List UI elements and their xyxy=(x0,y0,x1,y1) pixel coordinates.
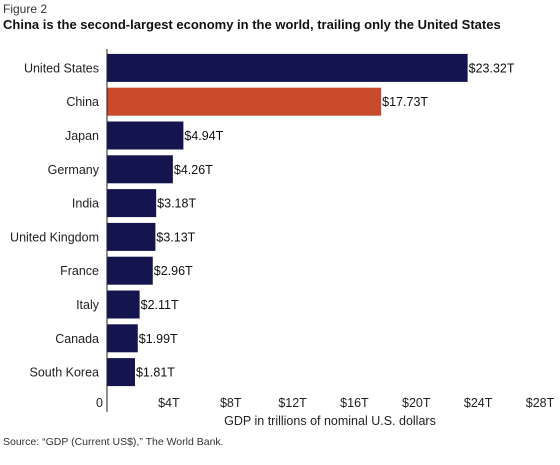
value-label-south-korea: $1.81T xyxy=(136,366,175,380)
category-label-germany: Germany xyxy=(48,163,100,177)
category-label-japan: Japan xyxy=(65,129,99,143)
labels-layer: United States $23.32T China $17.73T Japan $4.… xyxy=(10,61,555,410)
bar-united-kingdom xyxy=(107,222,156,251)
bars-layer xyxy=(107,53,468,387)
category-label-china: China xyxy=(66,95,99,109)
x-tick-label: $4T xyxy=(158,396,180,410)
x-tick-label: 0 xyxy=(96,396,103,410)
x-tick-label: $16T xyxy=(340,396,369,410)
source-note: Source: “GDP (Current US$),” The World B… xyxy=(3,436,224,448)
bar-france xyxy=(107,256,153,285)
category-label-united-kingdom: United Kingdom xyxy=(10,230,99,244)
category-label-canada: Canada xyxy=(55,332,99,346)
x-tick-label: $20T xyxy=(402,396,431,410)
bar-united-states xyxy=(107,53,468,82)
value-label-united-states: $23.32T xyxy=(469,61,515,75)
value-label-japan: $4.94T xyxy=(184,129,223,143)
x-axis-label: GDP in trillions of nominal U.S. dollars xyxy=(224,414,436,428)
value-label-france: $2.96T xyxy=(154,264,193,278)
x-tick-label: $28T xyxy=(526,396,555,410)
bar-italy xyxy=(107,290,140,319)
bar-south-korea xyxy=(107,358,135,387)
value-label-united-kingdom: $3.13T xyxy=(156,230,195,244)
chart-title: China is the second-largest economy in t… xyxy=(3,17,501,32)
category-label-united-states: United States xyxy=(24,61,99,75)
bar-canada xyxy=(107,324,138,353)
value-label-canada: $1.99T xyxy=(139,332,178,346)
category-label-france: France xyxy=(60,264,99,278)
bar-germany xyxy=(107,155,173,184)
category-label-italy: Italy xyxy=(76,298,100,312)
value-label-italy: $2.11T xyxy=(141,298,179,312)
figure-label: Figure 2 xyxy=(3,2,48,16)
bar-china xyxy=(107,87,382,116)
bar-india xyxy=(107,189,157,218)
value-label-india: $3.18T xyxy=(157,197,196,211)
category-label-india: India xyxy=(72,197,99,211)
value-label-china: $17.73T xyxy=(382,95,428,109)
x-tick-label: $12T xyxy=(278,396,307,410)
x-tick-label: $24T xyxy=(464,396,493,410)
bar-japan xyxy=(107,121,184,150)
value-label-germany: $4.26T xyxy=(174,163,213,177)
x-tick-label: $8T xyxy=(220,396,242,410)
category-label-south-korea: South Korea xyxy=(30,366,100,380)
